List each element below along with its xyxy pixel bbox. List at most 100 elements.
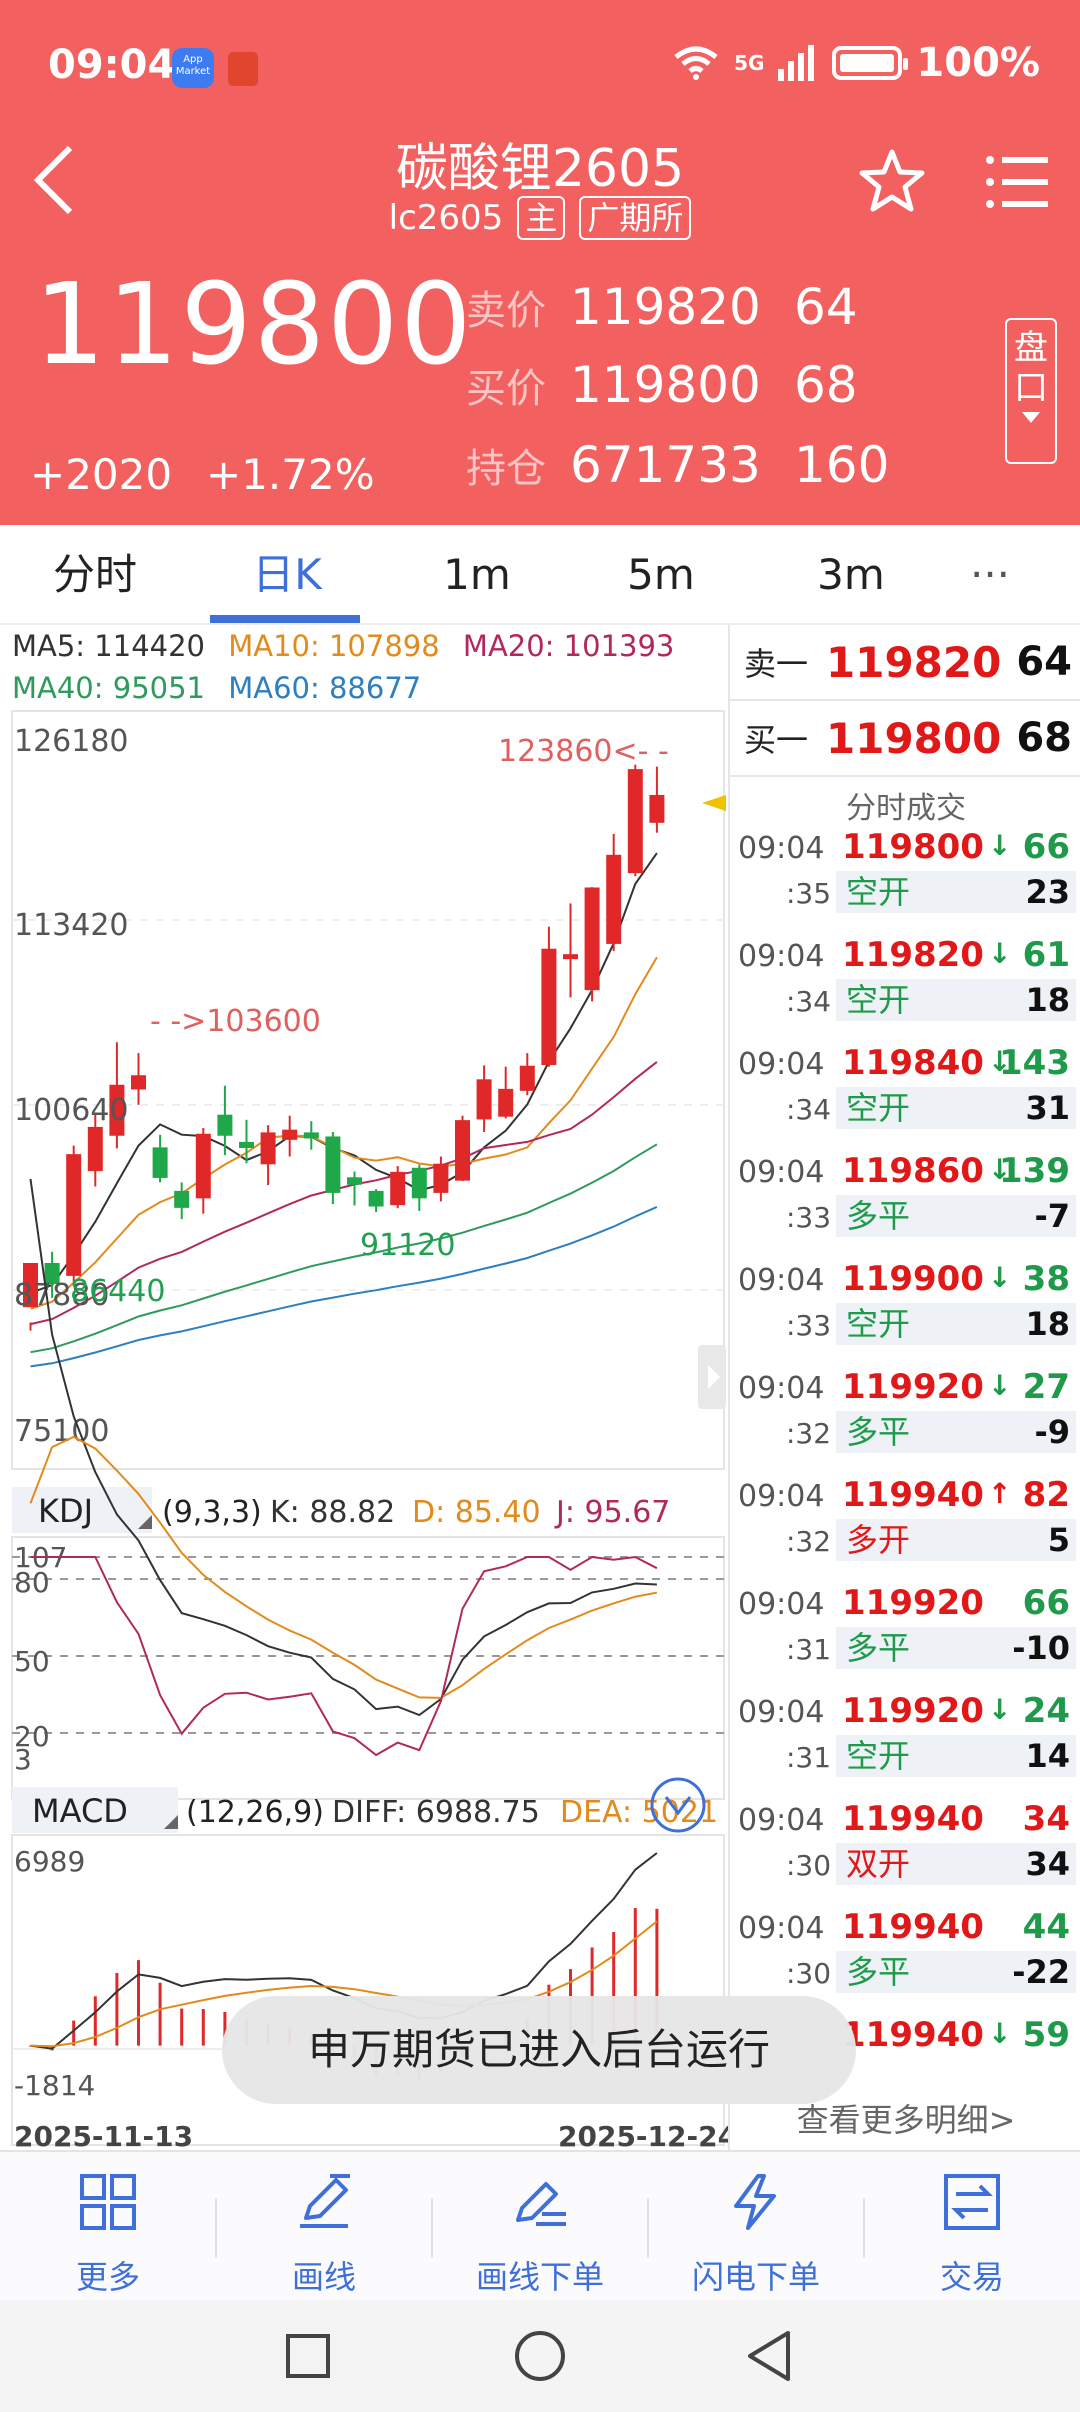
open-interest-change: 160 — [794, 436, 890, 494]
chart-canvas: 126180 113420 100640 87880 75100 123860<… — [11, 710, 726, 2146]
tick-time: 09:04 — [738, 1587, 825, 1622]
macd-bar — [180, 2008, 184, 2046]
kline-chart[interactable]: MA5: 114420 MA10: 107898 MA20: 101393 MA… — [10, 625, 726, 2150]
tick-seconds: :34 — [786, 1093, 832, 1126]
tab-3m[interactable]: 3m — [817, 550, 885, 599]
macd-bar — [93, 1996, 97, 2046]
bid-label: 买价 — [466, 366, 546, 412]
macd-dea-value: DEA: 5021 — [560, 1795, 718, 1830]
macd-diff-value: DIFF: 6988.75 — [332, 1795, 540, 1830]
menu-list-icon[interactable] — [984, 152, 1048, 212]
flash-order-button[interactable]: 闪电下单 — [648, 2152, 864, 2302]
tick-direction-arrow: ↓ — [988, 1261, 1012, 1294]
y-label-3: 100640 — [14, 1093, 129, 1128]
macd-line — [30, 1852, 658, 2050]
kdj-j-value: J: 95.67 — [554, 1495, 670, 1530]
candle-body — [627, 769, 643, 874]
kdj-title[interactable]: KDJ — [38, 1492, 93, 1530]
tick-time: 09:04 — [738, 939, 825, 974]
buy-one-volume: 68 — [1016, 715, 1072, 761]
active-tab-indicator — [210, 615, 360, 623]
price-change-percent: +1.72% — [206, 450, 375, 499]
tick-seconds: :33 — [786, 1309, 832, 1342]
tick-type: 空开 — [836, 1735, 1076, 1777]
tick-volume: 27 — [1022, 1367, 1070, 1407]
tick-row: 09:04:35 119800 ↓ 66 空开 23 — [730, 823, 1080, 931]
kdj-level-20: 20 — [14, 1720, 50, 1753]
tick-row: 09:04:33 119860 ↓ 139 多平 -7 — [730, 1147, 1080, 1255]
ma40-value: MA40: 95051 — [12, 671, 206, 705]
tick-direction-arrow: ↓ — [988, 1045, 1012, 1078]
tick-row: 119940 ↓ 59 — [730, 2011, 1080, 2089]
order-book-panel: 卖一 119820 64 买一 119800 68 分时成交 09:04:35 1… — [728, 625, 1080, 2150]
candle-body — [23, 1263, 38, 1308]
back-nav-icon[interactable] — [744, 2329, 794, 2383]
tab-timeshare[interactable]: 分时 — [52, 550, 137, 599]
candle-body — [217, 1114, 233, 1136]
ma-line — [30, 1205, 658, 1368]
tick-list: 09:04:35 119800 ↓ 66 空开 23 09:04:34 119820 ↓ 61 空开… — [730, 823, 1080, 2089]
candle-body — [152, 1147, 168, 1178]
ma5-value: MA5: 114420 — [12, 629, 206, 663]
status-indicators: 5G 100% — [672, 40, 1040, 86]
tick-seconds: :30 — [786, 1957, 832, 1990]
tick-seconds: :31 — [786, 1741, 832, 1774]
candle-body — [282, 1129, 298, 1140]
tab-daily-k[interactable]: 日K — [252, 550, 322, 599]
tick-price: 119800 — [842, 827, 984, 867]
more-button[interactable]: 更多 — [0, 2152, 216, 2302]
grid-icon — [80, 2174, 136, 2230]
macd-bar — [612, 1932, 616, 2046]
red-envelope-icon — [228, 52, 258, 86]
tick-price: 119940 — [842, 1799, 984, 1839]
tick-type: 多平 — [836, 1627, 1076, 1669]
tick-seconds: :32 — [786, 1417, 832, 1450]
tick-row: 09:04:33 119900 ↓ 38 空开 18 — [730, 1255, 1080, 1363]
recent-apps-icon[interactable] — [284, 2332, 334, 2382]
start-date: 2025-11-13 — [14, 2120, 194, 2153]
chart-expand-arrow-icon — [708, 1365, 720, 1389]
tick-direction-arrow: ↑ — [988, 1477, 1012, 1510]
tab-5m[interactable]: 5m — [627, 550, 695, 599]
macd-title[interactable]: MACD — [32, 1792, 128, 1830]
tick-oi-change: 14 — [1025, 1737, 1070, 1775]
back-button[interactable] — [26, 140, 86, 220]
tick-direction-arrow: ↓ — [988, 829, 1012, 862]
tick-volume: 44 — [1022, 1907, 1070, 1947]
ask-label: 卖价 — [466, 288, 546, 334]
kdj-k-value: K: 88.82 — [270, 1495, 395, 1530]
low-price-marker: 91120 — [360, 1228, 455, 1263]
tab-more[interactable]: ··· — [969, 550, 1011, 599]
y-label-low: 75100 — [14, 1414, 109, 1449]
bid-price: 119800 — [570, 356, 761, 414]
candle-body — [303, 1132, 319, 1139]
tick-price: 119860 — [842, 1151, 984, 1191]
tick-volume: 143 — [999, 1043, 1070, 1083]
home-icon[interactable] — [513, 2329, 567, 2383]
trade-button[interactable]: 交易 — [864, 2152, 1080, 2302]
candle-body — [519, 1065, 535, 1091]
macd-line — [30, 1920, 658, 2048]
draw-line-button[interactable]: 画线 — [216, 2152, 432, 2302]
view-more-details-link[interactable]: 查看更多明细> — [796, 2101, 1016, 2139]
order-book-toggle[interactable]: 盘口 — [1005, 318, 1057, 464]
candle-body — [131, 1075, 146, 1090]
candle-body — [455, 1120, 470, 1181]
favorite-star-icon[interactable] — [858, 148, 926, 216]
draw-line-order-button[interactable]: 画线下单 — [432, 2152, 648, 2302]
candle-body — [87, 1126, 103, 1172]
order-book-toggle-label: 盘口 — [1014, 328, 1048, 408]
period-tabs: 分时 日K 1m 5m 3m ··· — [0, 525, 1080, 625]
ma10-value: MA10: 107898 — [228, 629, 440, 663]
tab-1m[interactable]: 1m — [443, 550, 511, 599]
pen-order-icon — [516, 2182, 566, 2226]
draw-line-order-button-label: 画线下单 — [475, 2258, 604, 2296]
macd-dropdown-icon — [164, 1815, 178, 1829]
macd-refresh-icon[interactable] — [650, 1777, 706, 1833]
main-contract-tag: 主 — [517, 196, 566, 240]
draw-line-button-label: 画线 — [291, 2258, 356, 2296]
quote-header: 09:04 App Market 5G 100% 碳酸锂2605 lc2605 … — [0, 0, 1080, 525]
candle-body — [195, 1133, 211, 1199]
tick-type: 空开 — [836, 871, 1076, 913]
system-nav-bar — [0, 2300, 1080, 2412]
